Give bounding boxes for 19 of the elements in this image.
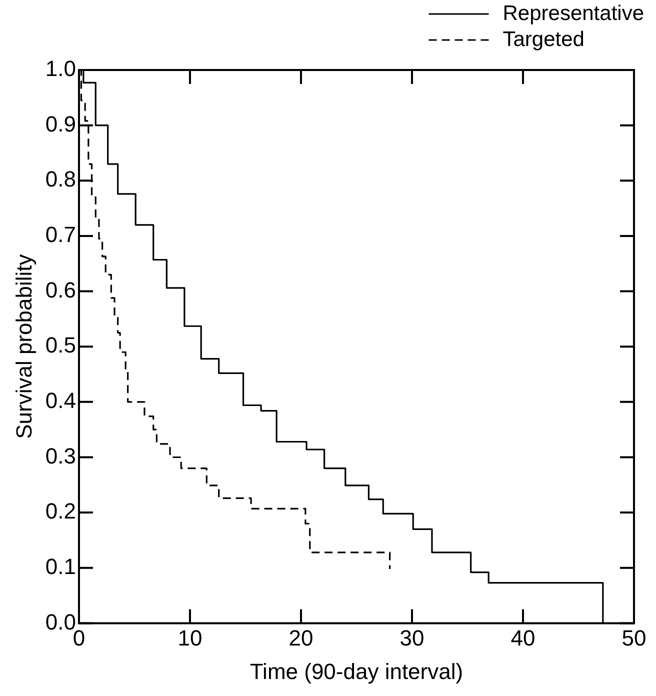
y-axis-title: Survival probability (11, 254, 36, 439)
y-tick-label: 0.9 (45, 111, 76, 136)
y-tick-label: 0.4 (45, 388, 76, 413)
x-tick-label: 40 (510, 625, 536, 650)
y-tick-label: 1.0 (45, 56, 76, 82)
y-tick-label: 0.3 (45, 443, 76, 468)
x-tick-label: 20 (288, 625, 314, 650)
x-tick-label: 10 (178, 625, 202, 650)
x-tick-label: 50 (622, 625, 646, 650)
y-tick-label: 0.2 (45, 498, 76, 524)
y-tick-label: 0.6 (45, 277, 76, 302)
legend-label: Representative (502, 2, 644, 25)
y-tick-label: 0.7 (45, 222, 76, 248)
x-axis-title: Time (90-day interval) (250, 658, 464, 684)
y-tick-label: 0.1 (45, 554, 76, 579)
y-tick-label: 0.5 (45, 332, 76, 358)
legend-label: Targeted (502, 28, 584, 51)
x-tick-label: 30 (400, 625, 424, 650)
y-tick-label: 0.8 (45, 166, 76, 192)
